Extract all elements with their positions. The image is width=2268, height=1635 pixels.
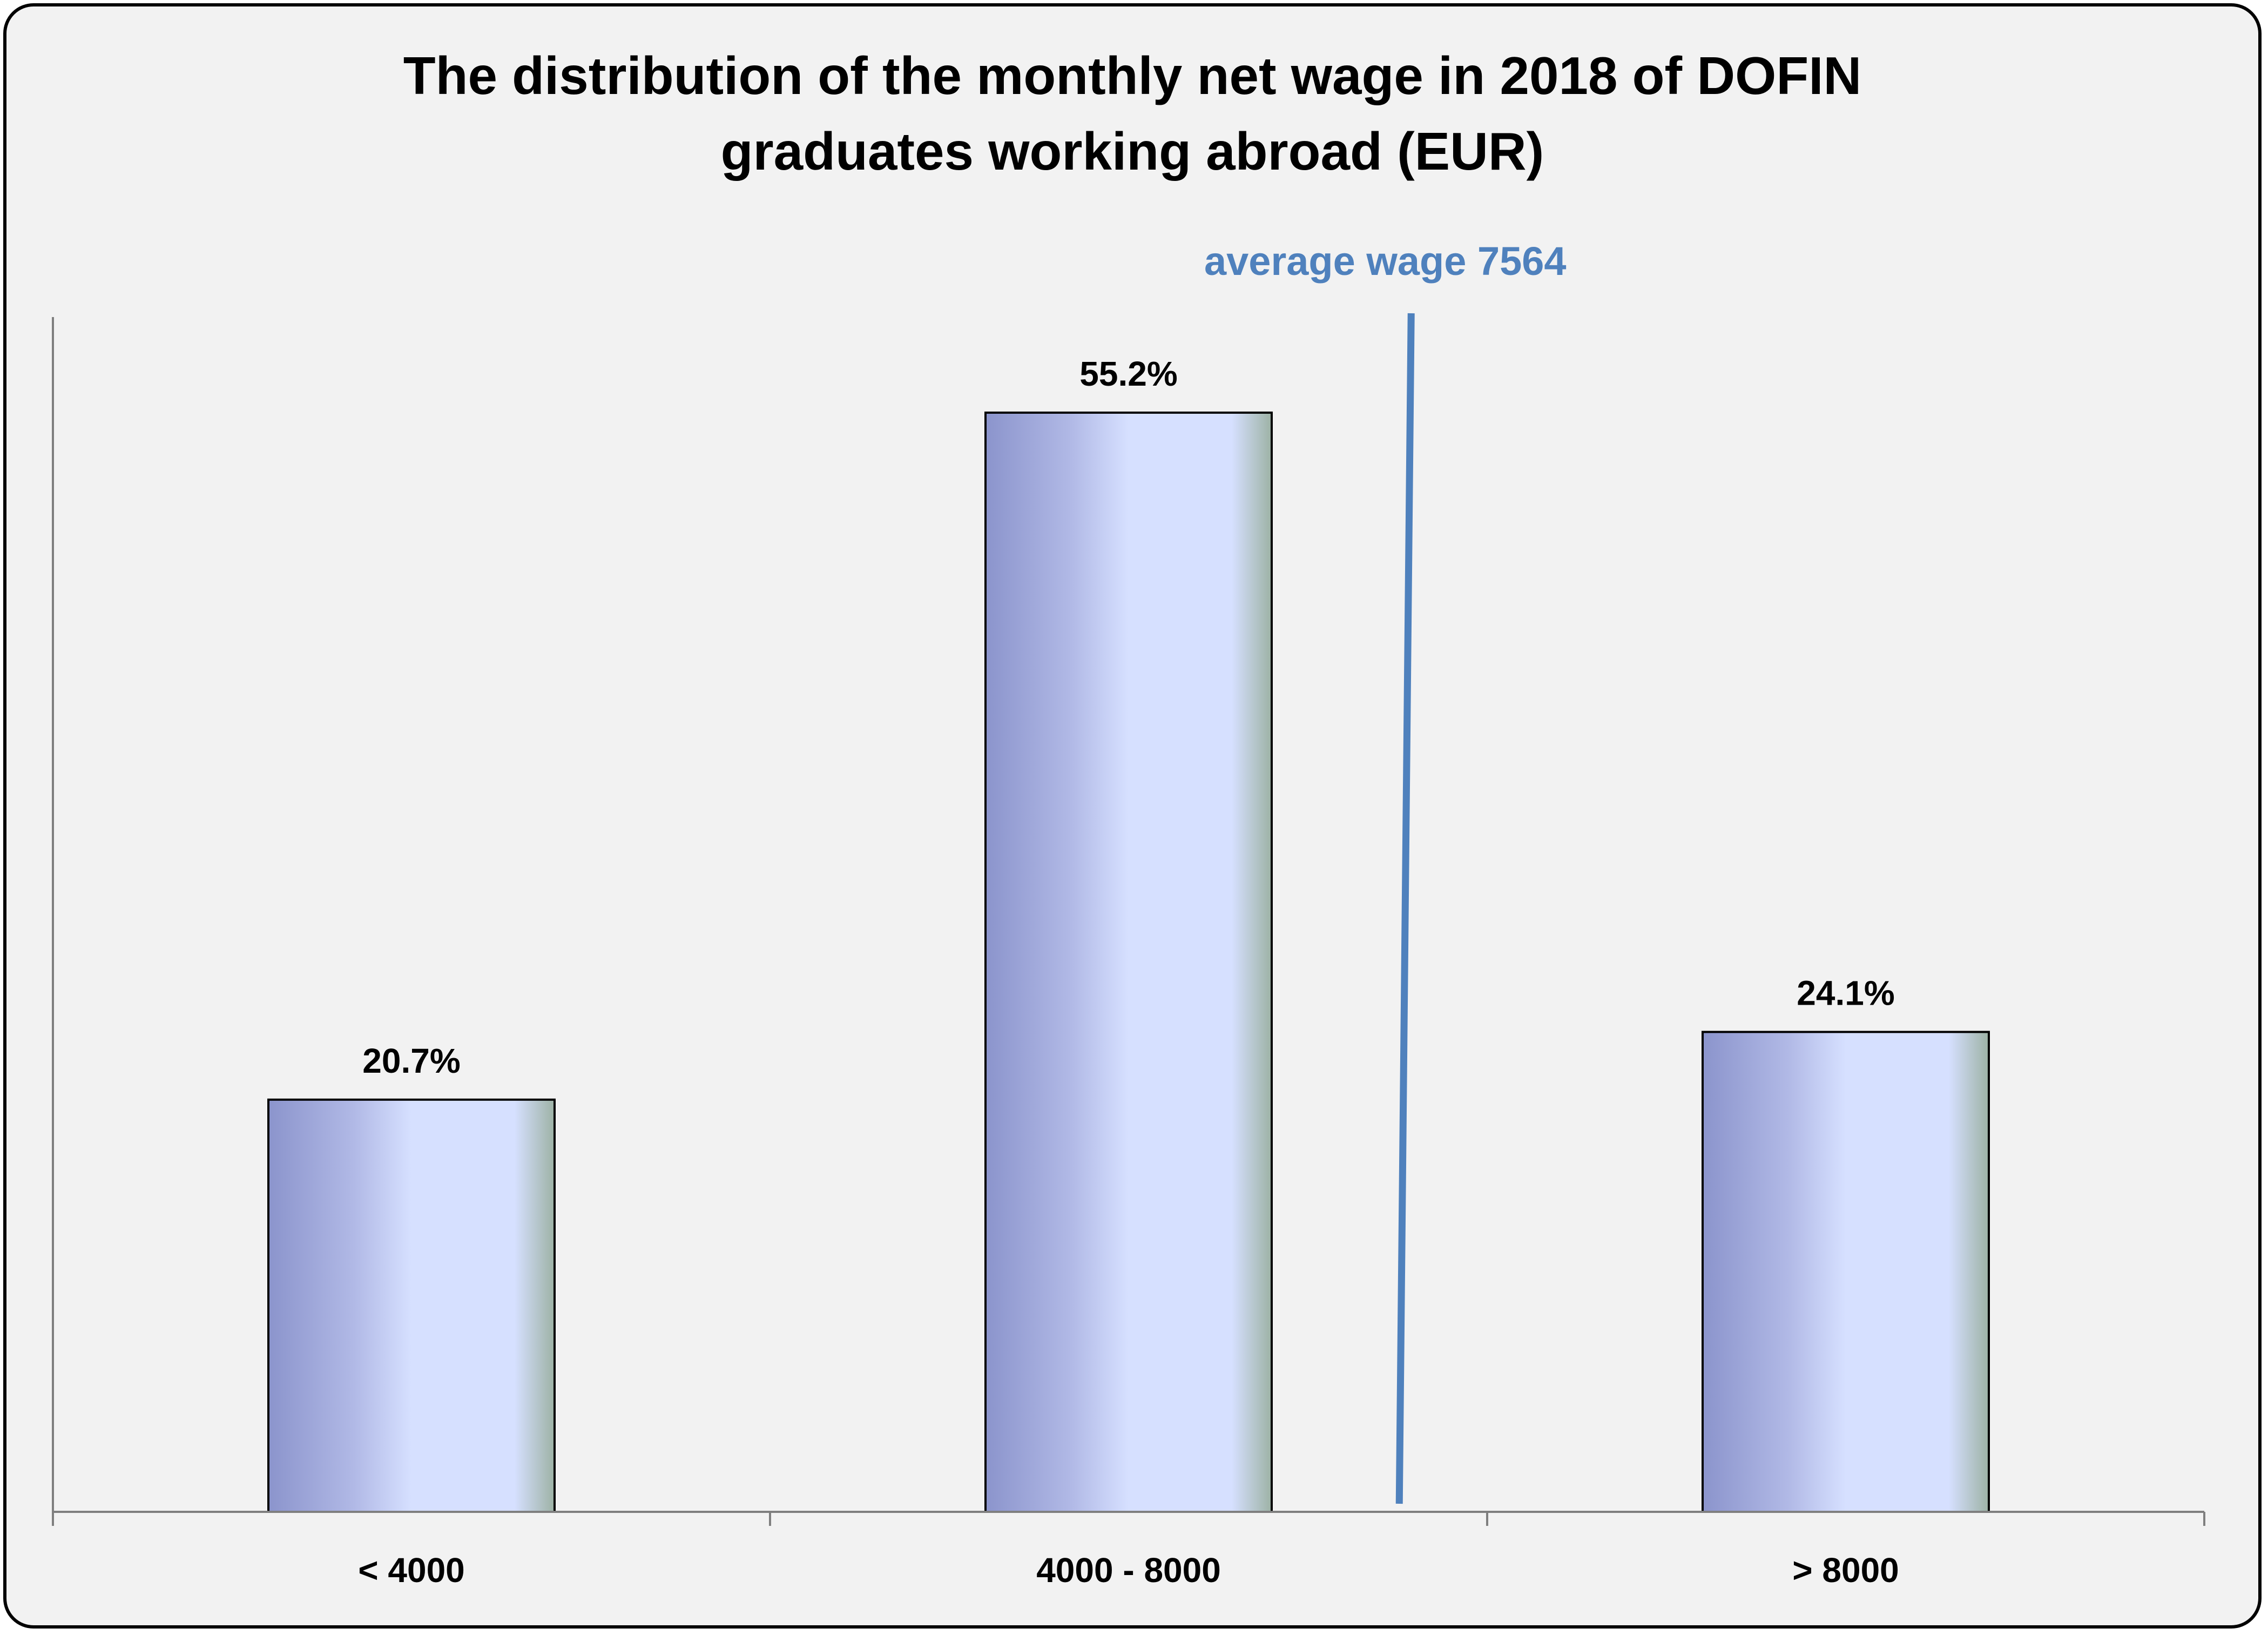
bar-1 [984, 411, 1273, 1513]
chart-frame: The distribution of the monthly net wage… [3, 3, 2262, 1629]
data-label-1: 55.2% [1079, 354, 1177, 393]
data-label-0: 20.7% [362, 1041, 460, 1080]
chart-title-line-2: graduates working abroad (EUR) [721, 122, 1544, 181]
average-annotation: average wage 7564 [1204, 239, 1567, 1504]
bar-2 [1702, 1031, 1990, 1513]
chart-title-line-1: The distribution of the monthly net wage… [403, 46, 1862, 105]
bars-layer: 20.7% 55.2% 24.1% [267, 354, 1990, 1513]
axes-layer: < 4000 4000 - 8000 > 8000 [52, 317, 2205, 1590]
x-tick-label-0: < 4000 [358, 1551, 465, 1590]
bar-0 [267, 1098, 556, 1513]
x-tick-label-2: > 8000 [1792, 1551, 1899, 1590]
x-tick-label-1: 4000 - 8000 [1036, 1551, 1221, 1590]
average-wage-line [1395, 313, 1415, 1504]
chart-canvas: The distribution of the monthly net wage… [52, 46, 2205, 1590]
data-label-2: 24.1% [1797, 974, 1894, 1013]
average-wage-label: average wage 7564 [1204, 239, 1567, 284]
